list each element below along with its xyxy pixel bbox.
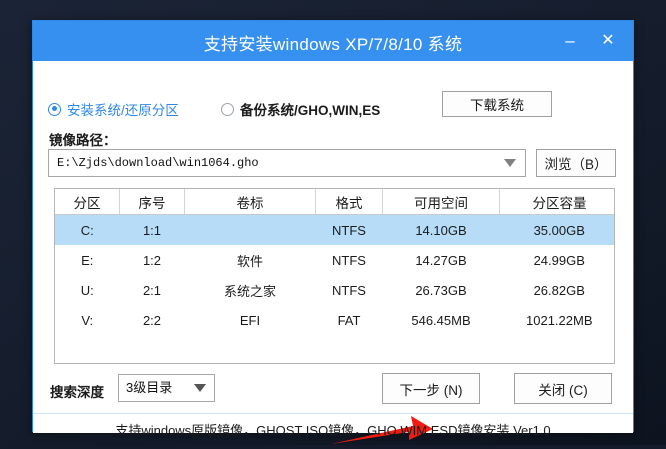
cell-capacity: 35.00GB xyxy=(499,214,614,245)
cell-format: NTFS xyxy=(332,282,366,298)
cell-capacity: 26.82GB xyxy=(533,282,585,298)
browse-button[interactable]: 浏览（B） xyxy=(536,149,616,177)
cell-capacity: 24.99GB xyxy=(533,252,585,268)
cell-partition: V: xyxy=(81,312,94,328)
column-header-capacity: 分区容量 xyxy=(499,189,614,215)
radio-backup-system-indicator xyxy=(221,102,234,116)
next-step-button[interactable]: 下一步 (N) xyxy=(382,373,480,404)
table-row[interactable]: C: 1:1 NTFS 14.10GB 35.00GB xyxy=(55,214,614,245)
cell-volume-label: 系统之家 xyxy=(223,283,276,299)
search-depth-label: 搜索深度 xyxy=(50,385,104,400)
footer-text: 支持windows原版镜像，GHOST ISO镜像，GHO,WIM,ESD镜像安… xyxy=(115,423,551,438)
column-header-partition: 分区 xyxy=(55,189,120,215)
cell-format: FAT xyxy=(337,312,361,328)
table-header-row: 分区 序号 卷标 格式 可用空间 分区容量 xyxy=(55,189,614,215)
cell-capacity: 1021.22MB xyxy=(526,312,593,328)
image-path-value: E:\Zjds\download\win1064.gho xyxy=(57,156,259,170)
footer-divider xyxy=(33,413,633,414)
column-header-format: 格式 xyxy=(315,189,383,215)
close-icon[interactable]: ✕ xyxy=(601,32,615,49)
cell-partition: U: xyxy=(80,282,94,298)
minimize-icon[interactable]: ‒ xyxy=(565,31,575,50)
radio-backup-system[interactable]: 备份系统/GHO,WIN,ES xyxy=(221,99,380,119)
column-header-free-space: 可用空间 xyxy=(382,189,500,215)
column-header-volume-label: 卷标 xyxy=(184,189,316,215)
cell-volume-label: 软件 xyxy=(236,253,263,269)
cell-index: 2:2 xyxy=(142,312,162,328)
cell-index: 1:2 xyxy=(142,252,162,268)
cell-format: NTFS xyxy=(332,252,366,268)
table-row[interactable]: E: 1:2 软件 NTFS 14.27GB 24.99GB xyxy=(55,245,614,275)
radio-install-system[interactable]: 安装系统/还原分区 xyxy=(48,99,179,119)
cell-free-space: 14.10GB xyxy=(382,214,500,245)
close-button[interactable]: 关闭 (C) xyxy=(514,373,612,404)
app-window: 支持安装windows XP/7/8/10 系统 ‒ ✕ 安装系统/还原分区 备… xyxy=(32,20,634,444)
window-client-area: 安装系统/还原分区 备份系统/GHO,WIN,ES 下载系统 镜像路径： E:\… xyxy=(33,61,633,444)
search-depth-value: 3级目录 xyxy=(126,380,173,395)
search-depth-combobox[interactable]: 3级目录 xyxy=(118,374,215,402)
radio-install-system-indicator xyxy=(48,102,61,116)
cell-partition: C: xyxy=(55,214,120,245)
partition-table: 分区 序号 卷标 格式 可用空间 分区容量 C: 1:1 xyxy=(54,188,615,364)
image-path-label: 镜像路径： xyxy=(49,133,117,148)
title-bar: 支持安装windows XP/7/8/10 系统 ‒ ✕ xyxy=(33,21,633,61)
chevron-down-icon[interactable] xyxy=(504,159,516,167)
window-title: 支持安装windows XP/7/8/10 系统 xyxy=(203,35,463,54)
radio-install-system-label: 安装系统/还原分区 xyxy=(67,103,179,118)
cell-free-space: 14.27GB xyxy=(415,252,467,268)
table-row[interactable]: U: 2:1 系统之家 NTFS 26.73GB 26.82GB xyxy=(55,275,614,305)
cell-volume-label xyxy=(184,214,316,245)
download-system-button[interactable]: 下载系统 xyxy=(442,91,552,117)
radio-backup-system-label: 备份系统/GHO,WIN,ES xyxy=(240,103,381,118)
cell-free-space: 546.45MB xyxy=(411,312,471,328)
cell-format: NTFS xyxy=(315,214,383,245)
chevron-down-icon[interactable] xyxy=(194,384,206,392)
cell-free-space: 26.73GB xyxy=(415,282,467,298)
table-row[interactable]: V: 2:2 EFI FAT 546.45MB 1021.22MB xyxy=(55,305,614,335)
cell-volume-label: EFI xyxy=(239,312,261,328)
cell-index: 2:1 xyxy=(142,282,162,298)
image-path-combobox[interactable]: E:\Zjds\download\win1064.gho xyxy=(48,149,526,177)
cell-partition: E: xyxy=(81,252,94,268)
column-header-index: 序号 xyxy=(119,189,185,215)
cell-index: 1:1 xyxy=(119,214,185,245)
